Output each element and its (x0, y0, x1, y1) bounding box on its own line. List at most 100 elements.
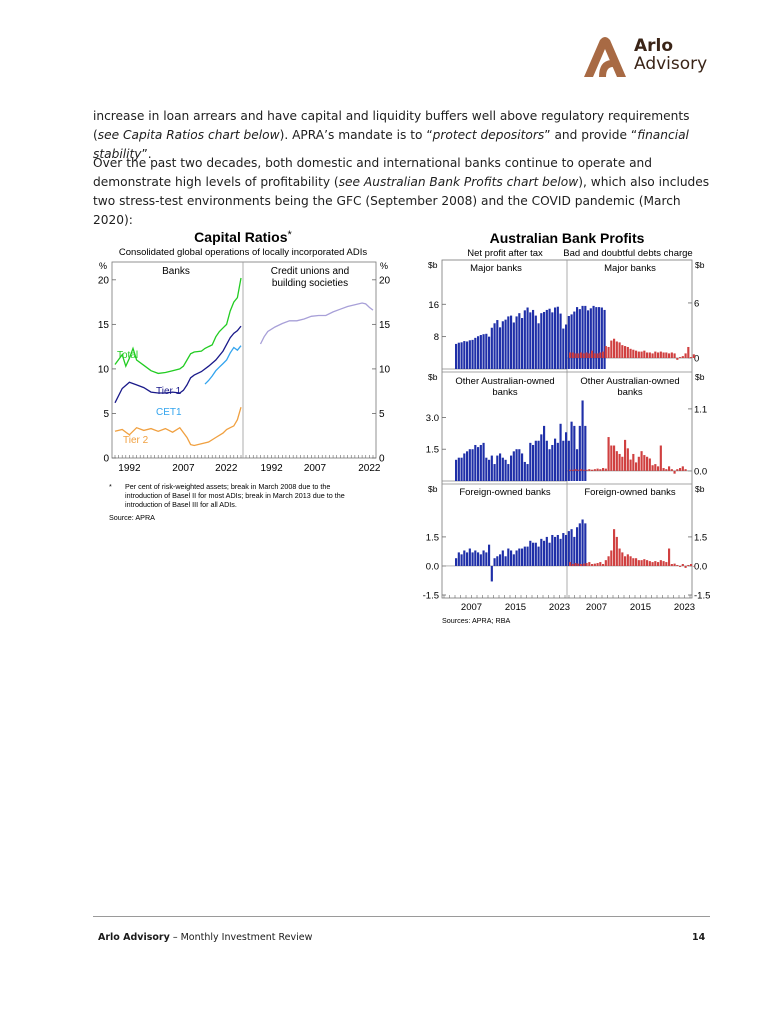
bar-net-profit (496, 556, 499, 566)
bar-net-profit (501, 550, 504, 566)
bar-bad-debts-charge (681, 466, 684, 471)
bar-net-profit (551, 312, 554, 369)
bar-net-profit (477, 336, 480, 369)
series-line-tier-1 (114, 325, 242, 404)
bar-bad-debts-charge (577, 469, 580, 471)
bar-net-profit (479, 335, 482, 369)
bar-bad-debts-charge (673, 563, 676, 566)
bar-bad-debts-charge (621, 345, 624, 358)
bar-net-profit (526, 546, 529, 566)
bar-net-profit (474, 444, 477, 481)
bar-bad-debts-charge (588, 562, 591, 566)
y-tick-label-left: 0 (103, 454, 109, 465)
bar-net-profit (532, 444, 535, 481)
bar-net-profit (551, 444, 554, 481)
bar-net-profit (499, 453, 502, 481)
bar-bad-debts-charge (591, 469, 594, 471)
series-label-tier2: Tier 2 (123, 435, 149, 446)
y-tick-label-right: 1.1 (694, 404, 707, 415)
bar-bad-debts-charge (637, 560, 640, 566)
bar-bad-debts-charge (648, 561, 651, 566)
chart-subtitle: Consolidated global operations of locall… (119, 247, 367, 258)
bar-net-profit (474, 337, 477, 369)
bar-net-profit (490, 327, 493, 369)
x-tick-label: 2023 (674, 602, 695, 613)
bar-net-profit (523, 310, 526, 369)
bar-net-profit (504, 459, 507, 481)
x-tick-label: 2022 (215, 463, 238, 474)
panel-title-major-charge: Major banks (604, 263, 656, 274)
y-tick-label-right: 20 (379, 275, 391, 286)
unit-label-right-2: $b (695, 372, 705, 382)
bar-net-profit (471, 339, 474, 369)
bar-net-profit (510, 550, 513, 566)
bar-net-profit (501, 321, 504, 369)
bar-net-profit (584, 425, 587, 481)
bar-net-profit (482, 550, 485, 566)
bar-net-profit (460, 342, 463, 369)
y-tick-label-right: 5 (379, 409, 385, 420)
body-text: ”. (141, 147, 152, 161)
unit-label-right-3: $b (695, 484, 705, 494)
bar-bad-debts-charge (662, 468, 665, 471)
bar-net-profit (457, 552, 460, 566)
arlo-logo-icon (584, 37, 626, 77)
emphasis-text: protect depositors (432, 128, 545, 142)
bar-bad-debts-charge (574, 563, 577, 566)
bar-bad-debts-charge (580, 564, 583, 566)
bar-bad-debts-charge (668, 466, 671, 471)
bar-bad-debts-charge (574, 353, 577, 358)
bar-bad-debts-charge (624, 556, 627, 566)
bar-bad-debts-charge (679, 468, 682, 471)
panel-title-foreign-charge: Foreign-owned banks (584, 487, 676, 498)
bar-net-profit (532, 309, 535, 369)
y-tick-label-right: 1.5 (694, 532, 707, 543)
y-tick-label-left: 16 (428, 300, 439, 311)
chart-source: Source: APRA (109, 513, 155, 522)
bar-net-profit (600, 307, 603, 369)
bar-net-profit (543, 311, 546, 369)
footnote-line-3: introduction of Basel III for all ADIs. (125, 500, 237, 509)
bar-net-profit (562, 328, 565, 369)
bar-net-profit (510, 315, 513, 369)
bar-net-profit (537, 440, 540, 481)
body-text: increase in loan arrears and have capita… (93, 109, 690, 142)
bar-net-profit (477, 552, 480, 566)
bar-net-profit (468, 449, 471, 481)
bar-net-profit (477, 447, 480, 481)
bar-bad-debts-charge (640, 560, 643, 566)
bar-net-profit (592, 305, 595, 369)
bar-bad-debts-charge (585, 352, 588, 358)
column-title-charge: Bad and doubtful debts charge (563, 248, 692, 259)
bar-net-profit (543, 540, 546, 566)
body-text: ), which also includes two stress-test e… (93, 175, 710, 227)
unit-label-left-2: $b (428, 372, 438, 382)
x-tick-label: 2007 (461, 602, 482, 613)
bar-bad-debts-charge (588, 353, 591, 358)
bar-net-profit (507, 548, 510, 566)
bar-bad-debts-charge (651, 465, 654, 471)
bar-bad-debts-charge (626, 554, 629, 566)
y-tick-label-left: 3.0 (426, 413, 439, 424)
bar-net-profit (551, 534, 554, 566)
panel-title-major-profit: Major banks (470, 263, 522, 274)
bar-net-profit (515, 449, 518, 481)
bar-net-profit (581, 305, 584, 369)
bar-bad-debts-charge (640, 451, 643, 471)
y-tick-label-right: 0 (379, 454, 385, 465)
bar-net-profit (460, 554, 463, 566)
bar-net-profit (548, 449, 551, 481)
bar-net-profit (559, 313, 562, 369)
bar-bad-debts-charge (687, 346, 690, 358)
x-tick-label: 2007 (586, 602, 607, 613)
bar-net-profit (479, 444, 482, 481)
bar-net-profit (589, 308, 592, 369)
bar-bad-debts-charge (591, 350, 594, 358)
y-tick-label-left: 1.5 (426, 532, 439, 543)
panel-title-other-profit-1: Other Australian-owned (455, 376, 554, 387)
bar-bad-debts-charge (629, 459, 632, 471)
bar-net-profit (554, 536, 557, 566)
footnote-mark: * (109, 482, 112, 491)
bar-net-profit (507, 316, 510, 369)
bar-bad-debts-charge (610, 340, 613, 358)
